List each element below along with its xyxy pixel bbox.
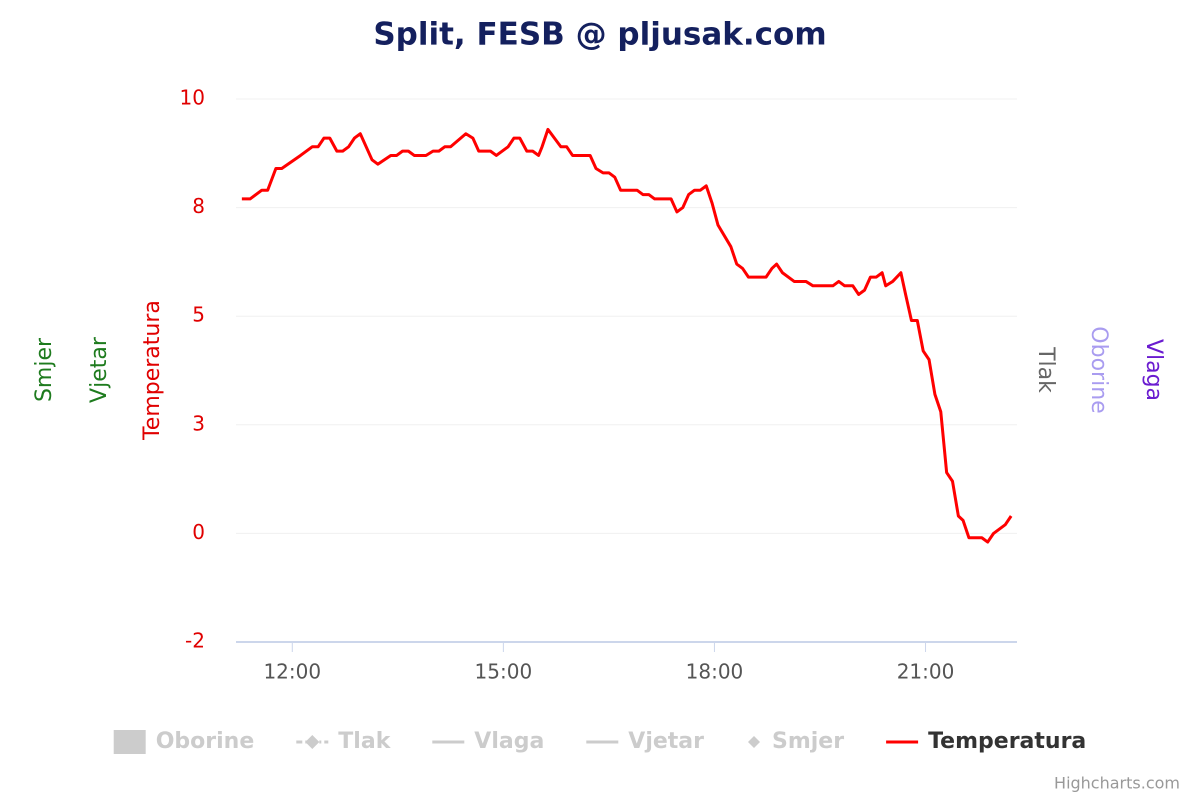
x-tick-label: 21:00 [897,660,955,684]
legend-item[interactable]: Tlak [296,729,392,754]
legend: Oborine Tlak Vlaga Vjetar Smjer Temperatura [113,729,1086,754]
legend-label: Oborine [156,729,255,754]
axis-title: Smjer [32,337,57,402]
legend-item[interactable]: Vjetar [586,729,704,754]
axis-title: Oborine [1086,326,1111,413]
legend-item[interactable]: Vlaga [432,729,544,754]
x-tick-label: 15:00 [475,660,533,684]
legend-label: Vjetar [628,729,704,754]
legend-symbol [113,730,146,754]
axis-title: Tlak [1033,346,1058,393]
legend-label: Smjer [772,729,844,754]
legend-symbol [748,736,760,748]
x-tick-label: 18:00 [686,660,744,684]
chart-title: Split, FESB @ pljusak.com [373,17,826,53]
legend-symbol [305,735,320,749]
legend-item[interactable]: Oborine [113,729,255,754]
legend-label: Tlak [338,729,391,754]
legend-item[interactable]: Smjer [748,729,844,754]
legend-item[interactable]: Temperatura [886,729,1086,754]
y-tick-label: 5 [192,303,205,327]
y-tick-label: 10 [180,86,205,110]
y-tick-label: -2 [185,629,205,653]
series-line [241,127,1013,544]
legend-label: Temperatura [928,729,1086,754]
credits[interactable]: Highcharts.com [1054,774,1180,793]
axis-title: Vlaga [1141,339,1166,401]
axis-title: Vjetar [87,336,112,403]
y-tick-label: 3 [192,411,205,435]
axis-title: Temperatura [140,300,165,441]
y-tick-label: 0 [192,520,205,544]
legend-label: Vlaga [474,729,544,754]
x-tick-label: 12:00 [263,660,321,684]
y-tick-label: 8 [192,194,205,218]
